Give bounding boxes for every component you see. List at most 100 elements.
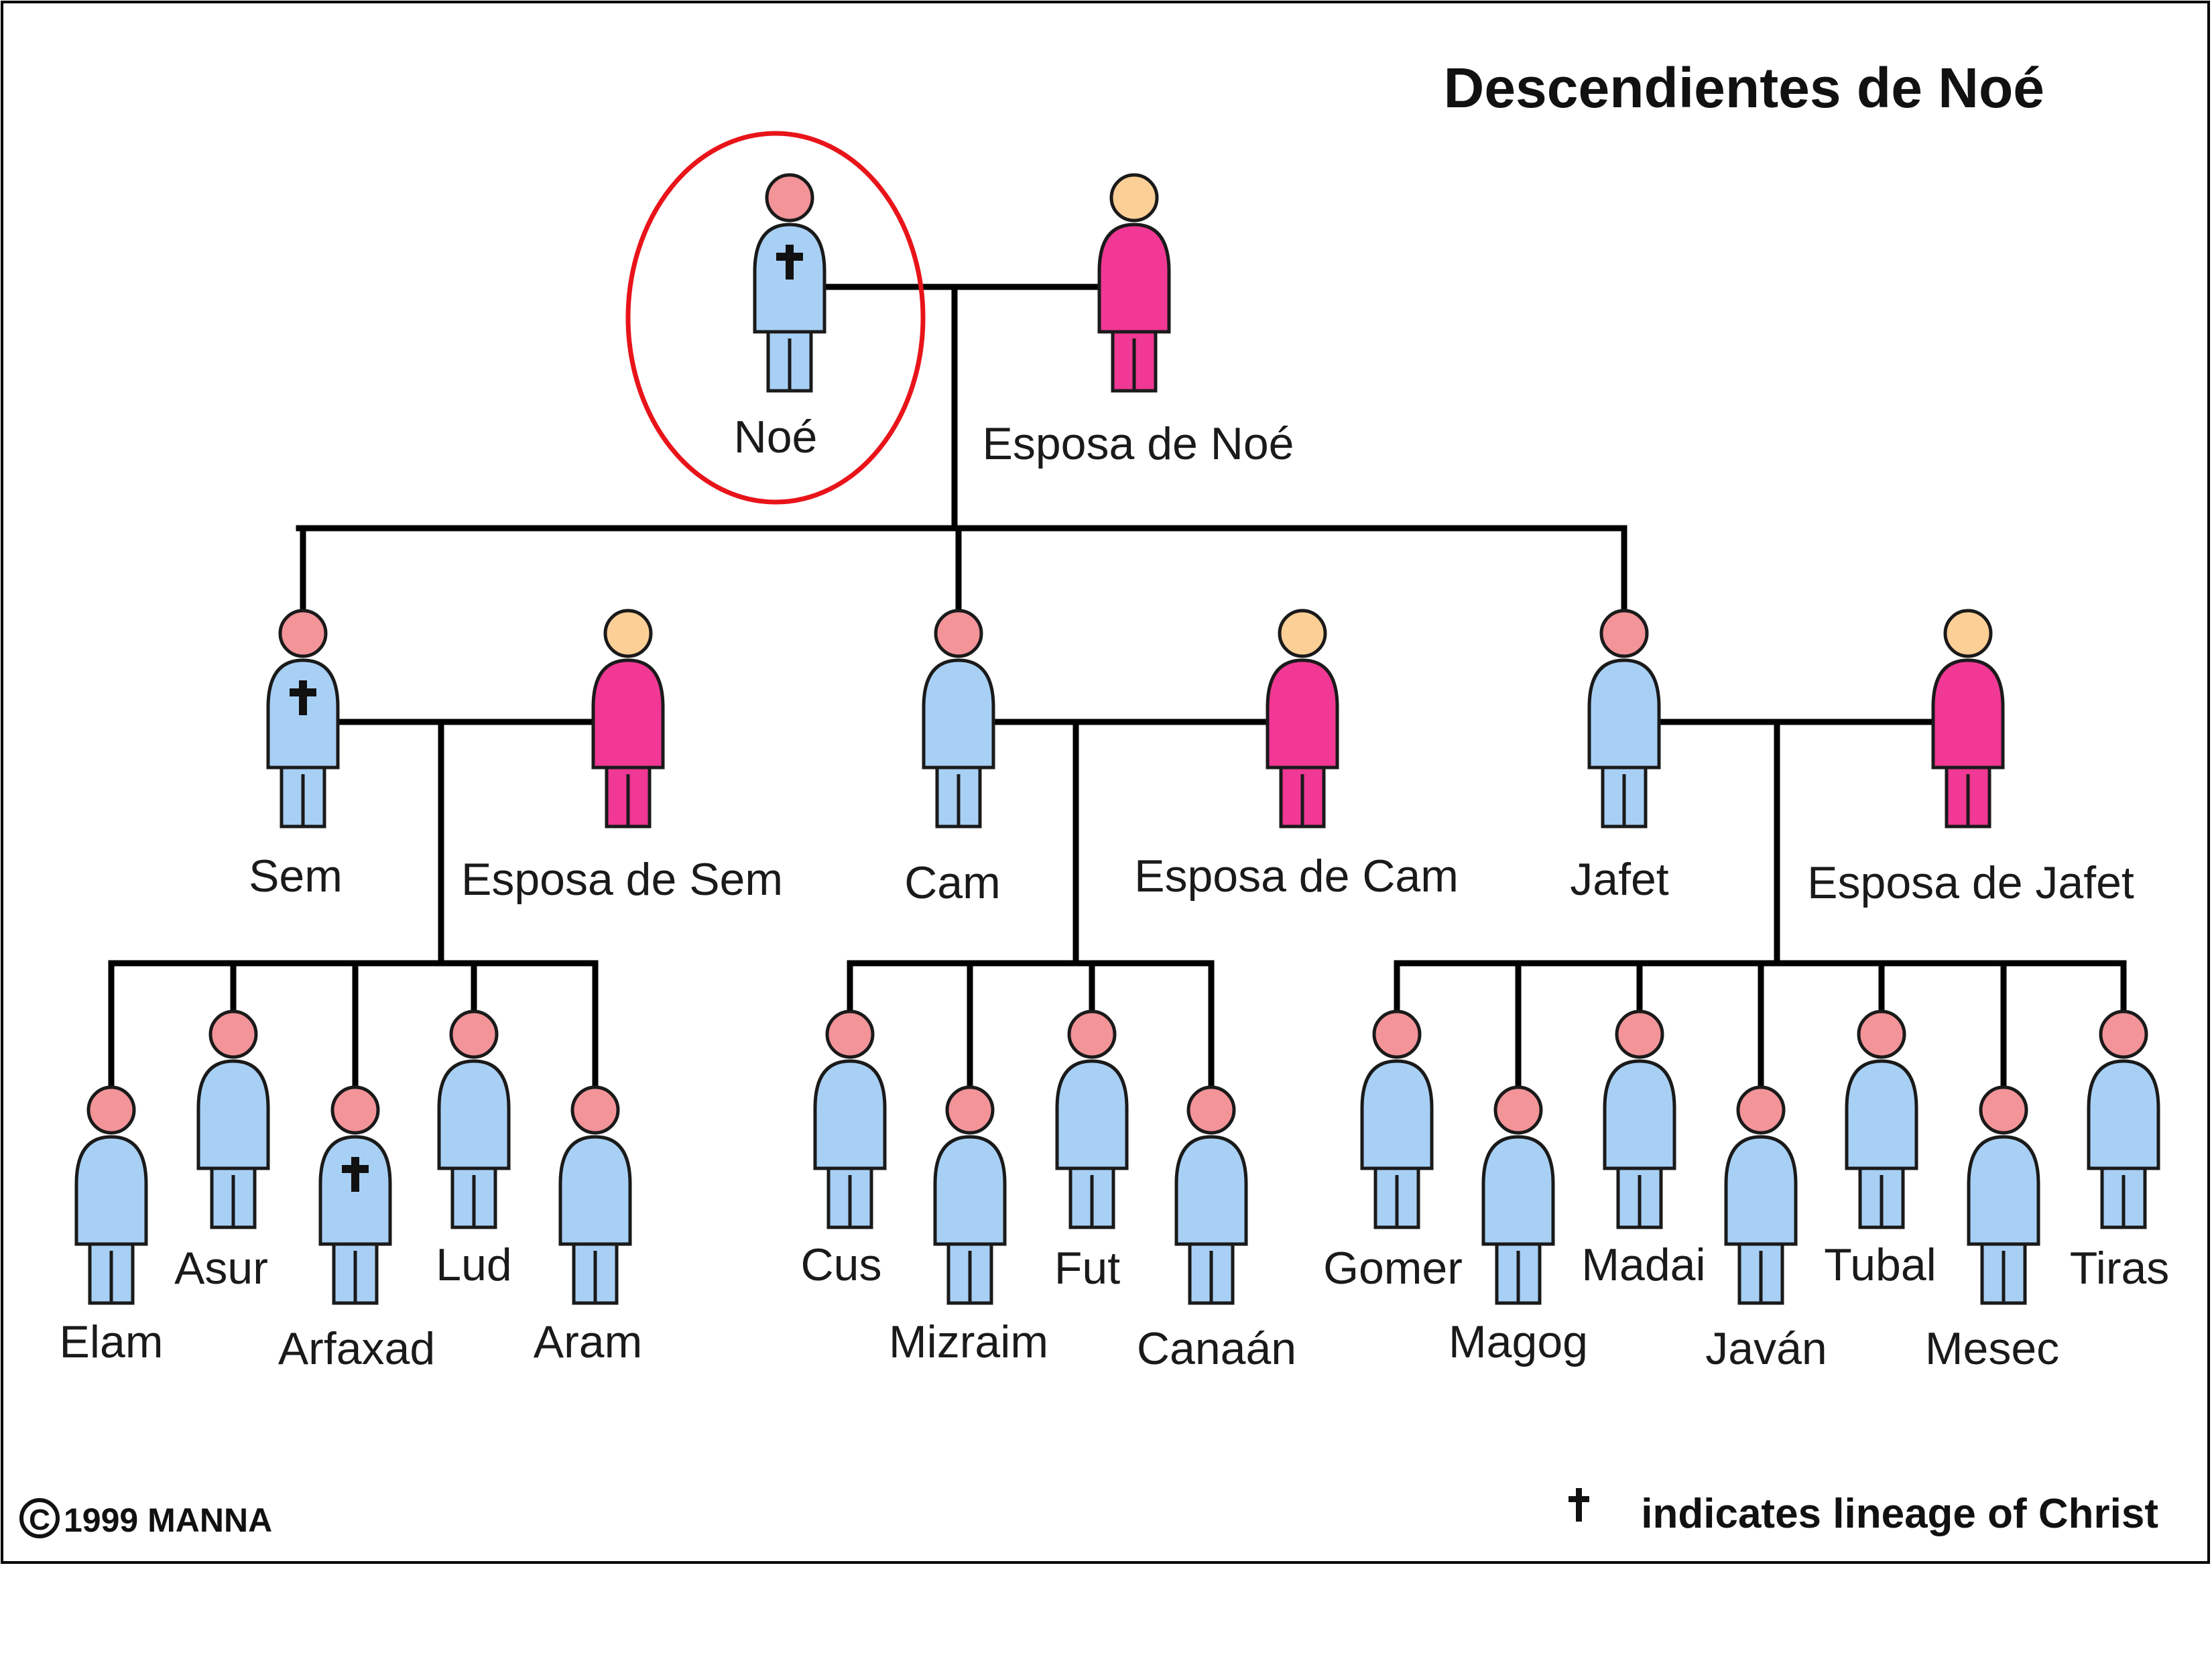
name-label: Jafet [1570,854,1669,905]
head [1278,609,1327,658]
head [945,1085,995,1135]
torso [1266,658,1339,770]
person-tubal [1845,1009,1918,1229]
name-label: Esposa de Cam [1134,851,1459,902]
person-cam [922,609,995,828]
torso [1055,1059,1129,1170]
person-mesec [1967,1085,2040,1305]
name-label: Esposa de Noé [983,418,1294,469]
highlight-circle [625,131,926,505]
name-label: Lud [436,1239,511,1290]
torso [1931,658,2005,770]
figures [74,173,2160,1305]
name-label: Mizraim [889,1316,1048,1367]
name-label: Noé [734,412,818,463]
person-fut [1055,1009,1129,1229]
head [86,1085,136,1135]
person-asur [196,1009,270,1229]
person-arfaxad [318,1085,392,1305]
torso [437,1059,511,1170]
person-canaan [1174,1085,1248,1305]
head [2099,1009,2148,1059]
head [1979,1085,2028,1135]
person-gomer [1360,1009,1434,1229]
name-label: Canaán [1137,1323,1296,1374]
cross-icon [342,1157,369,1192]
torso [922,658,995,770]
cross-icon [290,680,316,715]
diagram-title: Descendientes de Noé [1444,56,2044,119]
name-label: Esposa de Jafet [1807,857,2134,908]
torso [1967,1135,2040,1246]
person-aram [558,1085,632,1305]
diagram-frame [1,1,2210,1564]
name-label: Sem [249,851,343,902]
name-label: Mesec [1925,1323,2059,1374]
head [765,173,814,223]
copyright-text: 1999 MANNA [64,1501,272,1539]
name-label: Tiras [2070,1243,2170,1294]
person-javan [1724,1085,1798,1305]
person-lud [437,1009,511,1229]
torso [196,1059,270,1170]
head [1599,609,1649,658]
head [1067,1009,1117,1059]
name-labels: Noé Esposa de Noé Sem Esposa de Sem Cam Espos… [60,412,2170,1374]
person-noe [753,173,826,393]
name-label: Asur [174,1243,268,1294]
head [934,609,983,658]
head [278,609,328,658]
head [825,1009,875,1059]
head [1109,173,1159,223]
torso [813,1059,887,1170]
torso [558,1135,632,1246]
name-label: Magog [1449,1316,1588,1367]
cross-icon [1569,1488,1589,1522]
torso [1724,1135,1798,1246]
head [1736,1085,1786,1135]
head [1372,1009,1422,1059]
copyright-c-glyph: C [29,1503,50,1536]
copyright-icon [19,1498,60,1538]
torso [74,1135,148,1246]
name-label: Elam [60,1316,164,1367]
person-esposa-de-sem [591,609,665,828]
torso [2087,1059,2160,1170]
torso [1360,1059,1434,1170]
torso [1097,223,1171,334]
name-label: Aram [534,1316,642,1367]
head [449,1009,499,1059]
head [208,1009,258,1059]
head [570,1085,620,1135]
person-jafet [1587,609,1661,828]
head [1857,1009,1906,1059]
person-sem [266,609,340,828]
head [330,1085,380,1135]
torso [1603,1059,1676,1170]
torso [1174,1135,1248,1246]
person-elam [74,1085,148,1305]
person-madai [1603,1009,1676,1229]
legend-text: indicates lineage of Christ [1641,1491,2158,1537]
torso [1845,1059,1918,1170]
head [1186,1085,1236,1135]
person-tiras [2087,1009,2160,1229]
head [1615,1009,1664,1059]
name-label: Gomer [1323,1243,1463,1294]
name-label: Tubal [1824,1239,1937,1290]
name-label: Esposa de Sem [461,854,783,905]
legend: indicates lineage of Christ [1569,1488,2158,1537]
person-esposa-de-jafet [1931,609,2005,828]
person-esposa-de-noe [1097,173,1171,393]
name-label: Arfaxad [278,1323,435,1374]
connector-lines [108,284,2127,1091]
name-label: Cus [801,1239,882,1290]
name-label: Madai [1581,1239,1705,1290]
torso [1587,658,1661,770]
name-label: Fut [1054,1243,1120,1294]
head [603,609,653,658]
head [1943,609,1993,658]
name-label: Javán [1705,1323,1827,1374]
person-magog [1481,1085,1555,1305]
